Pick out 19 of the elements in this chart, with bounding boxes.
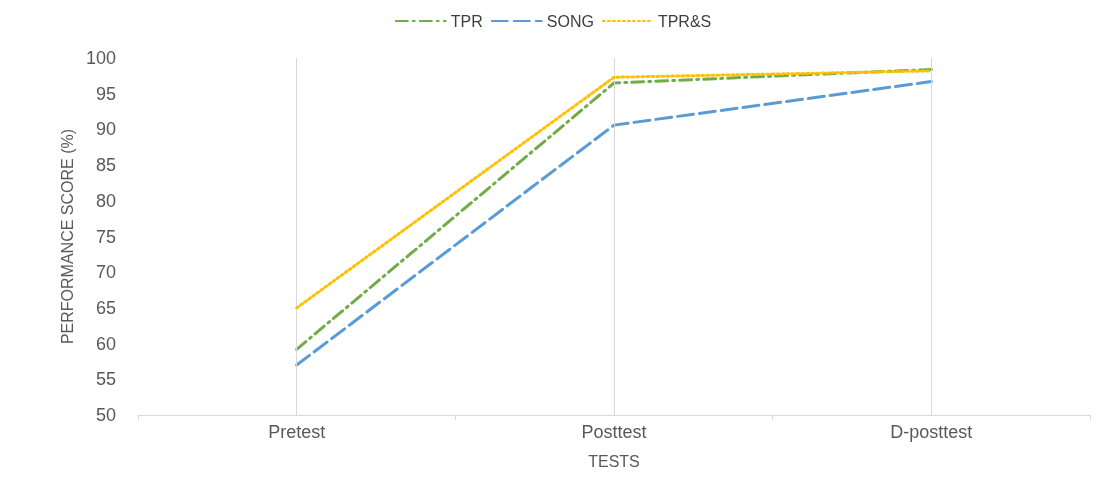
y-tick-label: 95 — [95, 83, 116, 104]
x-tick-label: Pretest — [268, 422, 326, 442]
y-tick-label: 85 — [95, 155, 116, 176]
y-tick-label: 50 — [95, 405, 116, 425]
y-tick-label: 65 — [95, 297, 116, 318]
x-tick-label: Posttest — [581, 422, 647, 442]
legend-label: TPR — [450, 12, 483, 30]
y-tick-label: 75 — [95, 226, 116, 247]
y-tick-label: 60 — [95, 333, 116, 354]
legend-label: SONG — [546, 12, 594, 30]
legend-label: TPR&S — [657, 12, 712, 30]
y-axis-title: PERFORMANCE SCORE (%) — [58, 128, 76, 345]
y-tick-label: 100 — [85, 48, 116, 68]
x-axis-title: TESTS — [588, 452, 640, 470]
y-tick-label: 80 — [95, 190, 116, 211]
x-tick-label: D-posttest — [890, 422, 973, 442]
y-tick-label: 90 — [95, 119, 116, 140]
y-tick-label: 55 — [95, 369, 116, 390]
y-tick-label: 70 — [95, 262, 116, 283]
